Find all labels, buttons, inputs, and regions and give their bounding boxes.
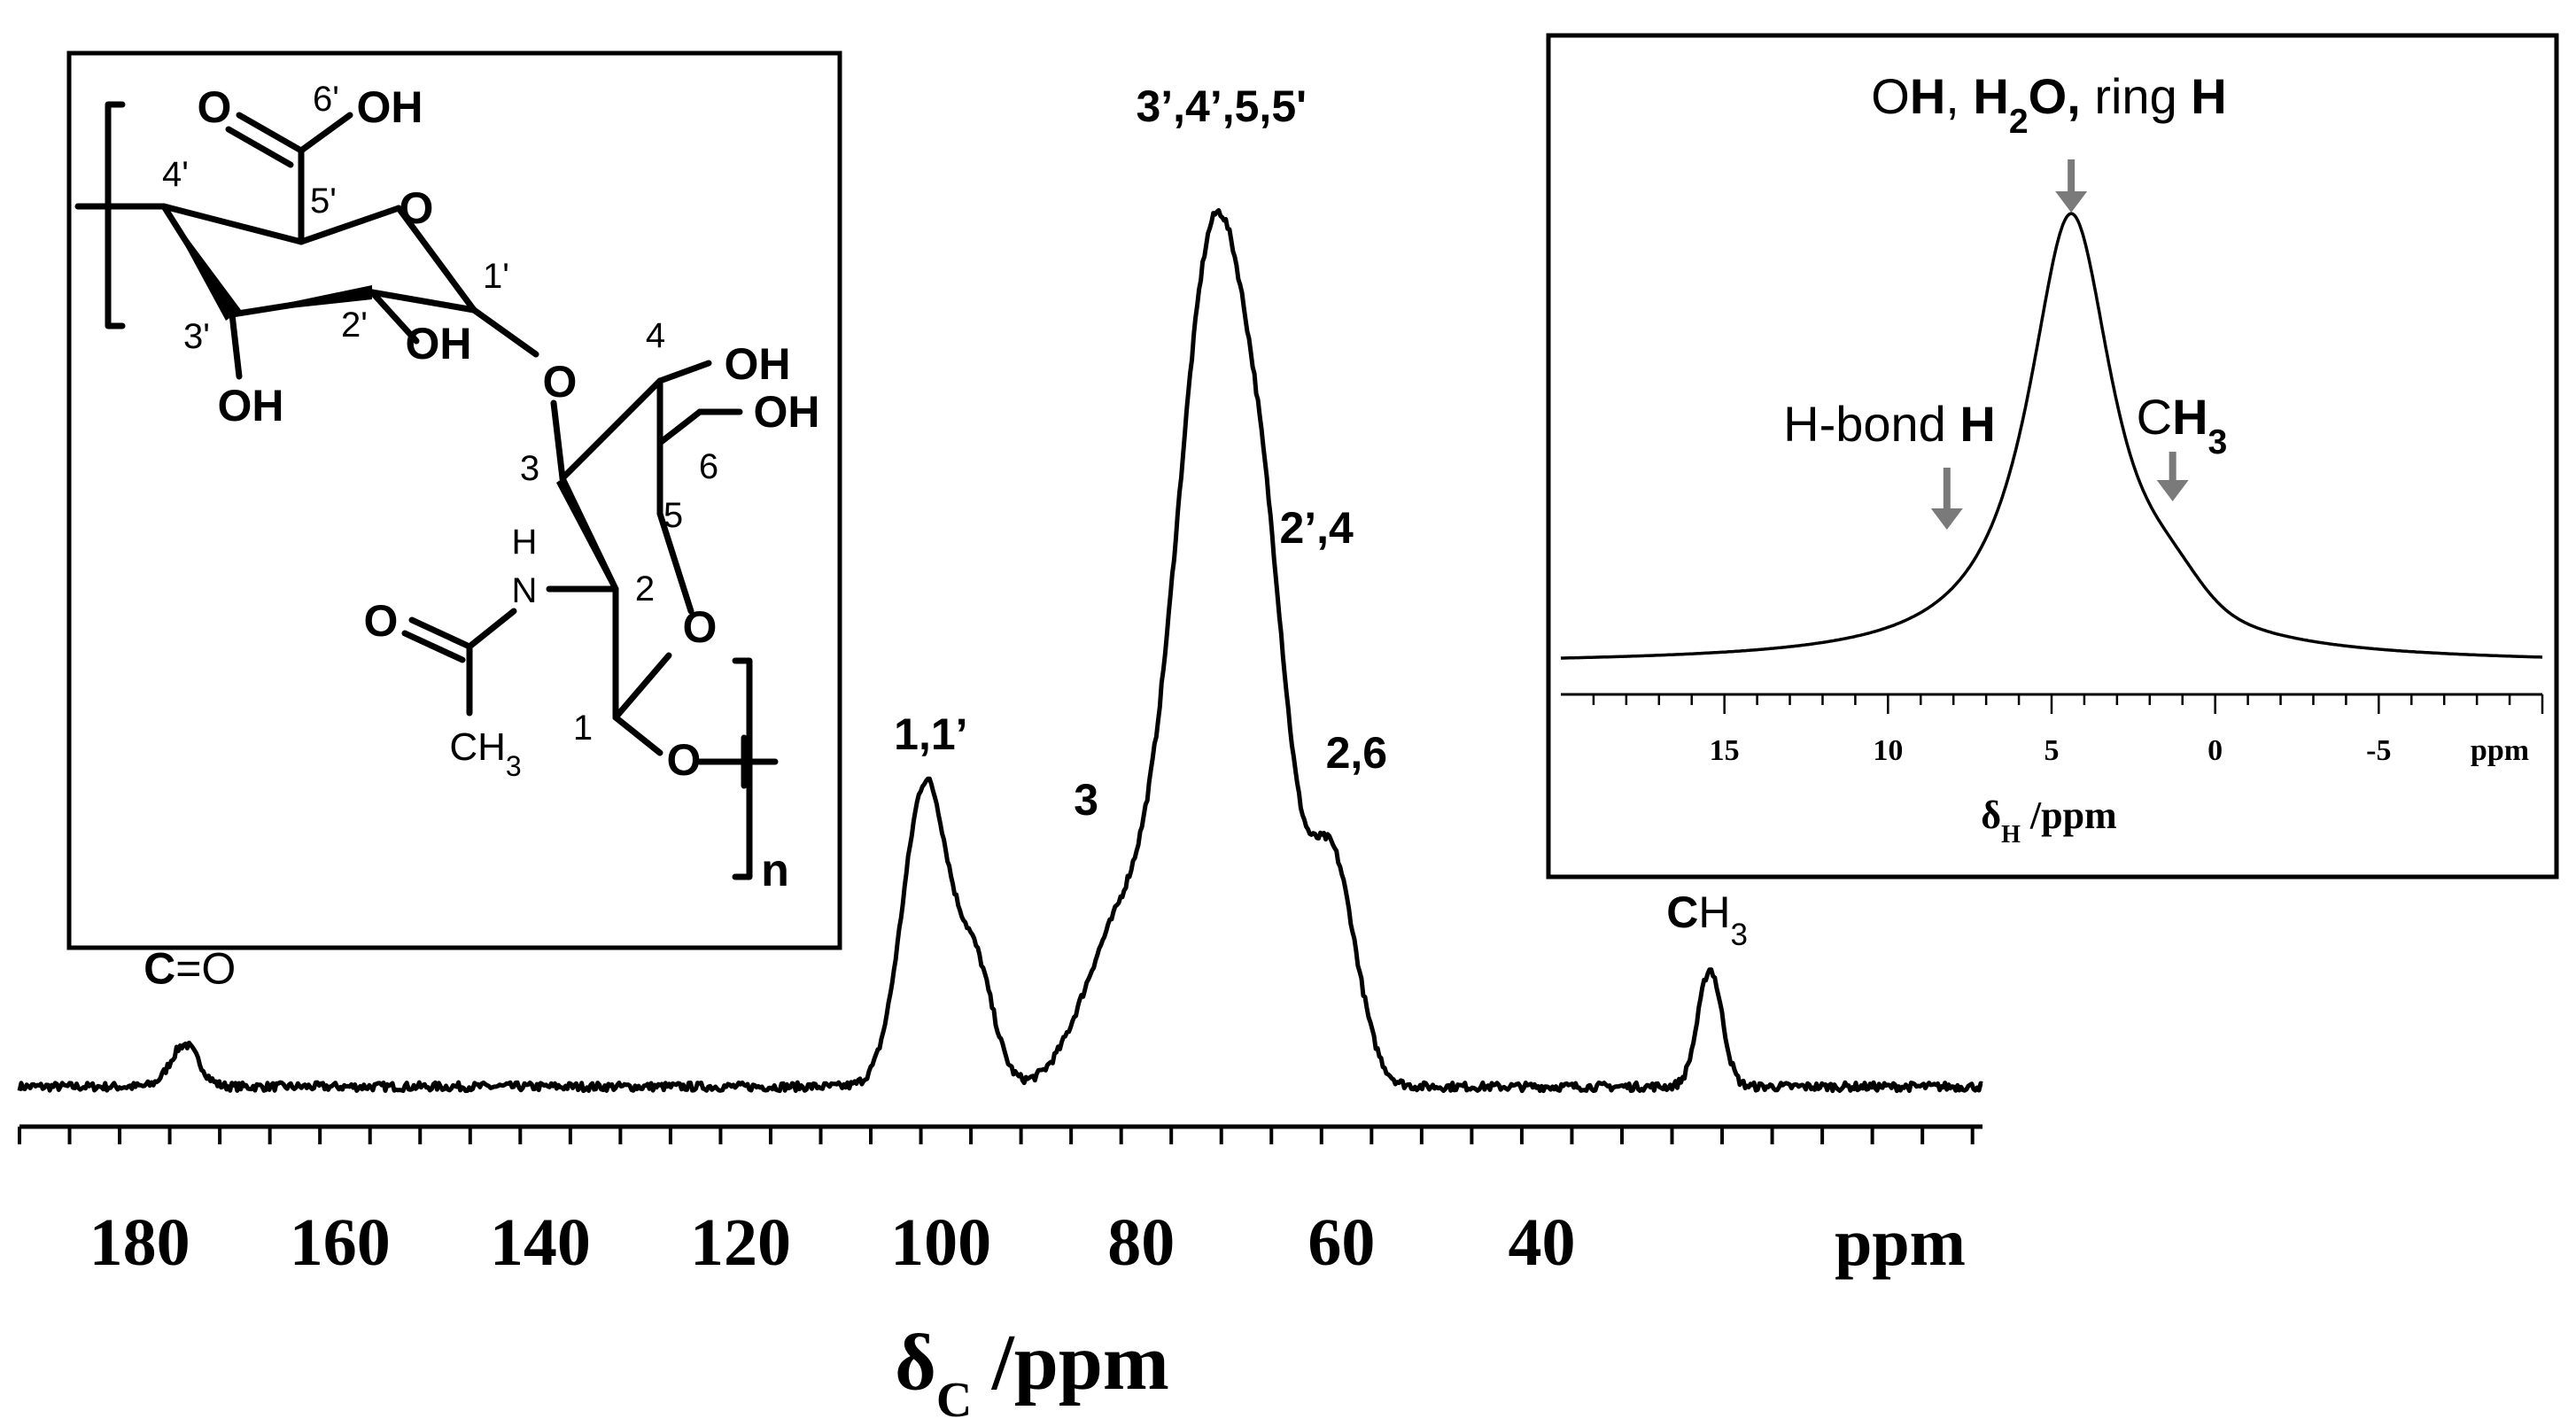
proton-arrowhead-ch3 — [2156, 480, 2189, 501]
proton-arrowhead-hbond — [1930, 508, 1963, 530]
proton-spectrum-inset: 15 10 5 0 -5 OH, H2O, ring HH-bond H CH3 ppm … — [1546, 33, 2559, 880]
atom-label-c1p: 1' — [483, 257, 509, 296]
carbon-peak-labels: C=O 1,1’ 3 3’,4’,5,5' 2’,4 2,6 CH3 — [144, 81, 1748, 993]
proton-x-tick-label: 5 — [2045, 734, 2060, 767]
atom-label-c5: 5 — [663, 496, 683, 535]
atom-label-c4p: 4' — [162, 155, 189, 194]
carbon-peak-label-ch3: CH3 — [1666, 887, 1748, 952]
proton-peak-labels: OH, H2O, ring H H-bond H CH3 — [1783, 68, 2227, 530]
carbon-x-axis-title: δC /ppm — [895, 1319, 1169, 1426]
atom-label-c6: 6 — [699, 447, 718, 486]
structure-wedges — [164, 206, 616, 595]
carbon-x-tick-labels: 180 160 140 120 100 80 60 40 — [89, 1205, 1576, 1280]
carbon-x-tick-label: 40 — [1509, 1205, 1576, 1280]
atom-label-o6: O — [198, 82, 232, 132]
atom-label-c2: 2 — [635, 570, 655, 608]
atom-label-nh_h: H — [512, 523, 538, 562]
atom-label-oh3p: OH — [218, 381, 284, 430]
proton-spectrum-trace — [1561, 212, 2542, 660]
atom-label-c3p: 3' — [183, 317, 210, 356]
proton-x-tick-label: -5 — [2366, 734, 2391, 767]
carbon-spectrum: 180 160 140 120 100 80 60 40 C=O 1,1’ 3 3’,4’,5,5'… — [17, 81, 1983, 1426]
atom-label-oh6b: OH — [754, 387, 820, 437]
atom-label-or: O — [400, 183, 434, 233]
atom-label-c1: 1 — [573, 709, 593, 748]
proton-x-tick-labels: 15 10 5 0 -5 — [1710, 734, 2392, 767]
carbon-peak-label-co: C=O — [144, 943, 236, 993]
carbon-peak-label-c3: 3 — [1074, 775, 1098, 825]
carbon-x-tick-label: 80 — [1107, 1205, 1175, 1280]
atom-label-oh6: OH — [357, 82, 423, 132]
proton-x-tick-label: 0 — [2207, 734, 2223, 767]
atom-label-c3: 3 — [520, 449, 539, 488]
atom-label-ob: O — [543, 357, 578, 407]
structure-frame — [66, 50, 842, 950]
carbon-peak-label-c3445: 3’,4’,5,5' — [1136, 81, 1307, 131]
atom-label-o1: O — [667, 735, 702, 785]
atom-label-ch3: CH3 — [449, 725, 521, 782]
proton-peak-label-hbond: H-bond H — [1783, 396, 1996, 452]
proton-x-axis-title: δH /ppm — [1981, 794, 2116, 849]
atom-label-oh2p: OH — [406, 319, 472, 368]
atom-label-n: n — [761, 845, 789, 896]
carbon-peak-label-c24: 2’,4 — [1279, 503, 1354, 553]
atom-label-o5: O — [683, 602, 718, 652]
proton-x-tick-label: 10 — [1873, 734, 1903, 767]
carbon-spectrum-trace — [17, 208, 1983, 1094]
carbon-x-tick-label: 180 — [89, 1205, 190, 1280]
atom-label-c2p: 2' — [341, 306, 368, 345]
atom-label-c5p: 5' — [310, 182, 337, 221]
carbon-x-tick-label: 60 — [1307, 1205, 1375, 1280]
atom-label-oh4: OH — [725, 339, 791, 389]
atom-label-nh: N — [512, 571, 538, 610]
carbon-x-tick-label: 140 — [490, 1205, 591, 1280]
proton-peak-label-ch3: CH3 — [2137, 389, 2228, 461]
carbon-x-axis — [18, 1124, 1982, 1144]
atom-label-oac: O — [364, 596, 399, 646]
carbon-peak-label-c11: 1,1’ — [894, 709, 967, 759]
atom-label-c4: 4 — [646, 316, 665, 355]
carbon-x-tick-label: 160 — [290, 1205, 391, 1280]
proton-x-tick-label: 15 — [1710, 734, 1740, 767]
proton-arrowhead-oh — [2055, 191, 2088, 213]
proton-x-axis — [1561, 693, 2544, 714]
structure-bonds — [74, 101, 779, 880]
carbon-axis-unit-label: ppm — [1835, 1205, 1966, 1280]
proton-peak-label-oh: OH, H2O, ring H — [1871, 68, 2226, 141]
inset-frame — [1546, 33, 2559, 880]
carbon-peak-label-c26: 2,6 — [1326, 728, 1388, 778]
carbon-x-tick-label: 100 — [890, 1205, 991, 1280]
proton-axis-unit-label: ppm — [2471, 734, 2529, 767]
atom-label-c6p: 6' — [313, 80, 339, 119]
carbon-x-tick-label: 120 — [690, 1205, 791, 1280]
